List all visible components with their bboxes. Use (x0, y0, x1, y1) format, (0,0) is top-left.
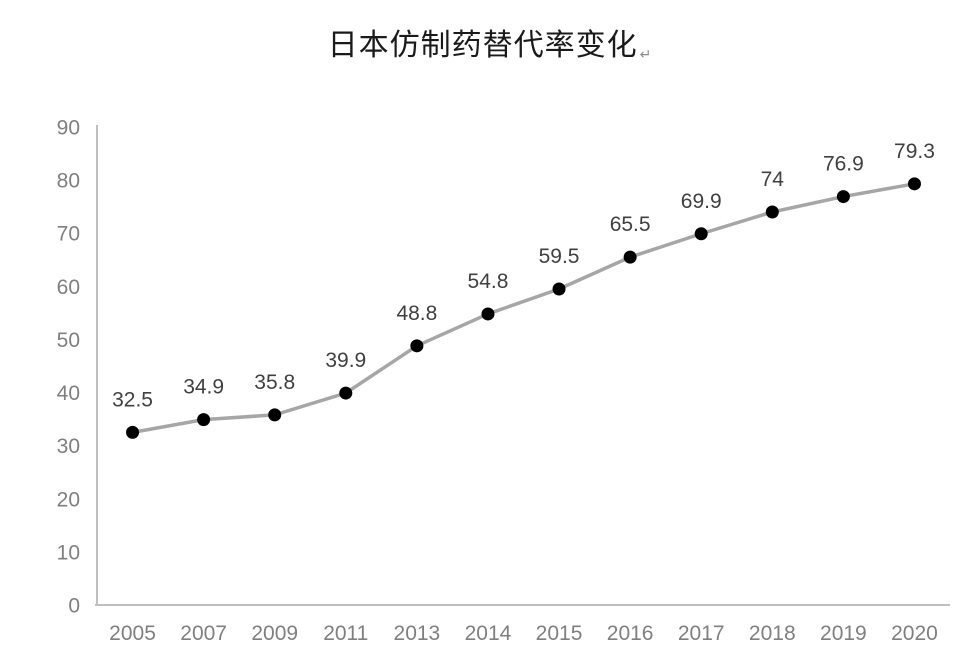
x-tick-label: 2013 (394, 622, 441, 645)
data-point (410, 339, 424, 353)
data-point-label: 59.5 (539, 245, 580, 268)
data-point-label: 65.5 (610, 213, 651, 236)
x-tick-label: 2017 (678, 622, 725, 645)
data-point-label: 74 (761, 168, 785, 191)
data-point (765, 205, 779, 219)
y-tick-label: 60 (57, 276, 80, 299)
data-point (126, 425, 140, 439)
data-point (623, 250, 637, 264)
x-tick-label: 2020 (891, 622, 938, 645)
data-point-label: 79.3 (894, 140, 935, 163)
data-point-label: 35.8 (254, 371, 295, 394)
data-point-label: 76.9 (823, 153, 864, 176)
data-point (197, 413, 211, 427)
y-tick-label: 70 (57, 223, 80, 246)
y-tick-label: 80 (57, 170, 80, 193)
data-point-label: 32.5 (112, 388, 153, 411)
y-tick-label: 40 (57, 382, 80, 405)
x-tick-label: 2011 (323, 622, 368, 645)
y-tick-label: 10 (57, 541, 80, 564)
data-point (907, 177, 921, 191)
y-tick-label: 20 (57, 488, 80, 511)
data-point (552, 282, 566, 296)
chart-title-row: 日本仿制药替代率变化 ↵ (0, 20, 979, 64)
x-tick-label: 2009 (251, 622, 298, 645)
y-tick-label: 50 (57, 329, 80, 352)
paragraph-mark-icon: ↵ (639, 46, 652, 62)
data-point (694, 227, 708, 241)
y-tick-label: 90 (57, 117, 80, 140)
data-point (836, 190, 850, 204)
data-point-label: 54.8 (468, 270, 509, 293)
y-tick-label: 30 (57, 435, 80, 458)
data-point-label: 48.8 (396, 302, 437, 325)
data-point-label: 39.9 (325, 349, 366, 372)
data-point-label: 34.9 (183, 376, 224, 399)
x-tick-label: 2019 (820, 622, 867, 645)
x-tick-label: 2015 (536, 622, 583, 645)
data-series-line (130, 182, 917, 435)
x-tick-label: 2007 (180, 622, 227, 645)
x-tick-label: 2005 (109, 622, 156, 645)
x-tick-label: 2016 (607, 622, 654, 645)
x-tick-label: 2014 (465, 622, 512, 645)
y-tick-label: 0 (68, 595, 80, 618)
x-tick-label: 2018 (749, 622, 796, 645)
chart-title: 日本仿制药替代率变化 (327, 29, 638, 62)
data-point-label: 69.9 (681, 190, 722, 213)
data-point (268, 408, 282, 422)
data-point (481, 307, 495, 321)
data-point (339, 386, 353, 400)
